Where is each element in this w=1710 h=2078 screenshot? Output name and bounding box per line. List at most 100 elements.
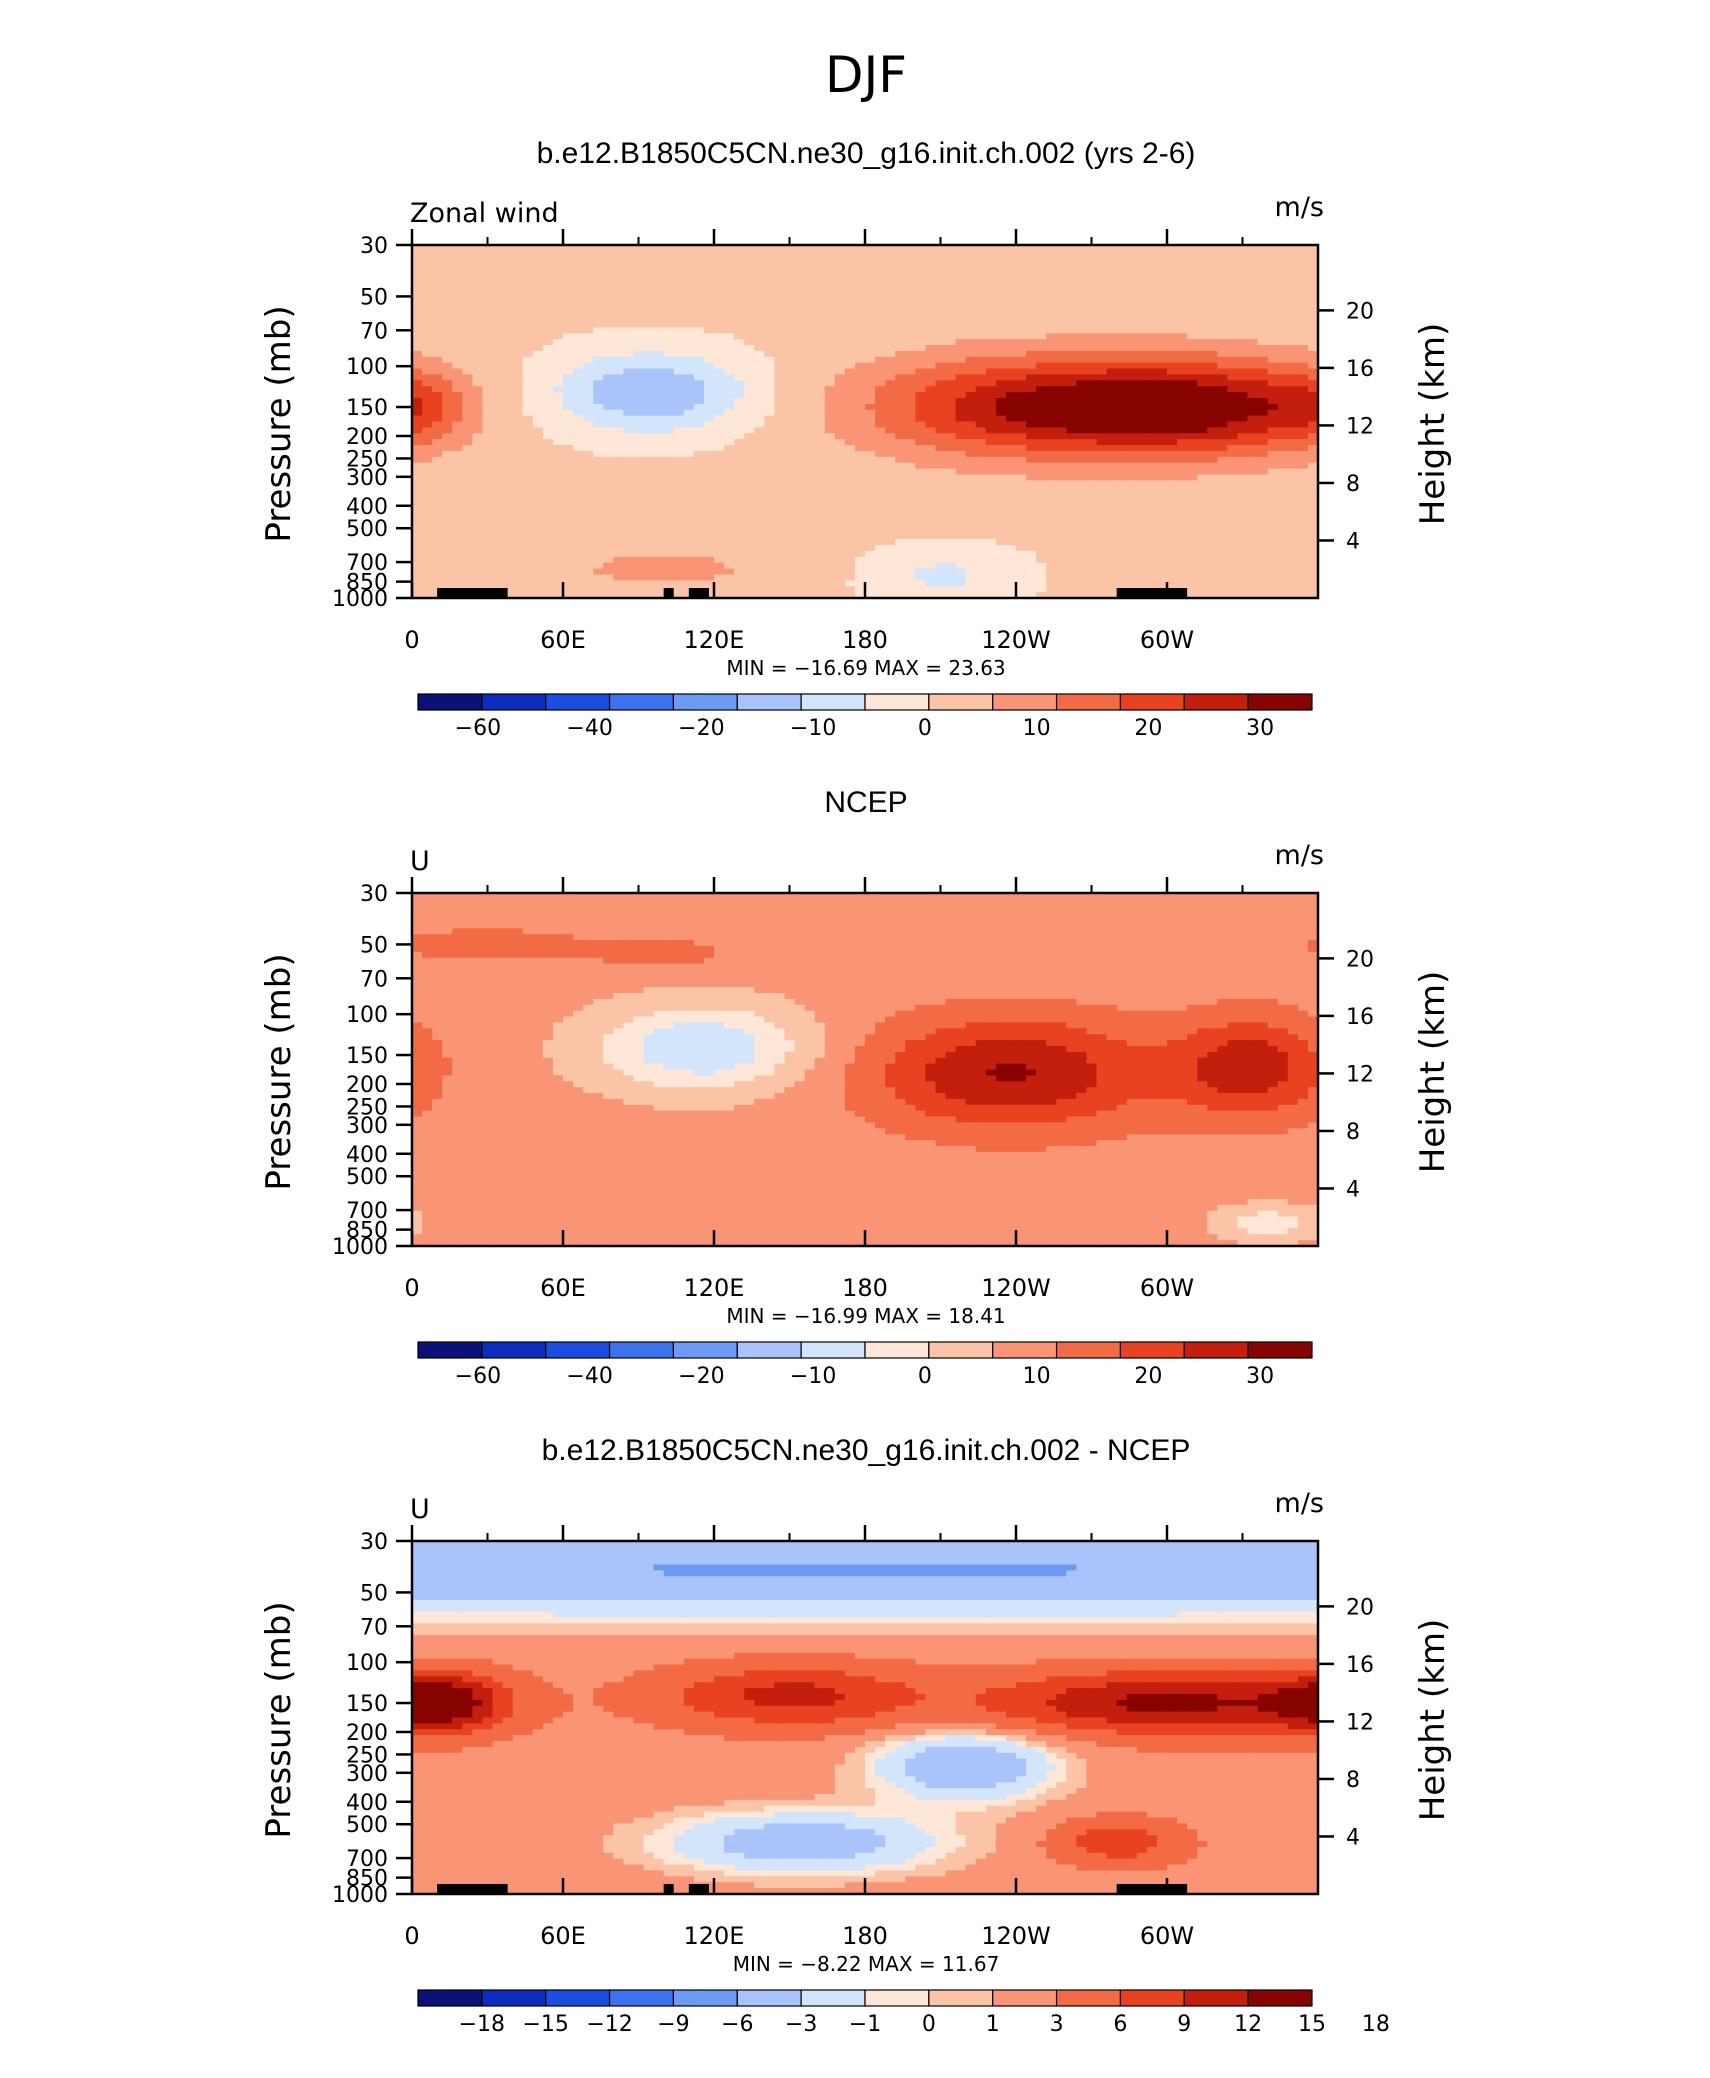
field-cell — [1217, 403, 1228, 411]
field-cell — [1005, 527, 1017, 534]
field-cell — [1056, 439, 1067, 446]
field-cell — [975, 427, 987, 434]
field-cell — [1277, 303, 1289, 311]
field-cell — [422, 556, 433, 564]
field-cell — [965, 297, 977, 305]
field-cell — [462, 345, 473, 352]
field-cell — [915, 509, 926, 517]
field-cell — [613, 480, 624, 487]
field-cell — [804, 356, 816, 364]
field-cell — [1187, 403, 1198, 411]
field-cell — [1257, 362, 1269, 370]
field-cell — [1177, 250, 1188, 258]
field-cell — [774, 456, 786, 464]
field-cell — [1046, 545, 1057, 552]
field-cell — [1257, 456, 1269, 464]
field-cell — [1076, 562, 1088, 570]
field-cell — [1267, 356, 1279, 364]
field-cell — [1167, 262, 1178, 270]
field-cell — [1016, 321, 1027, 328]
field-cell — [764, 509, 775, 517]
field-cell — [613, 515, 624, 523]
field-cell — [613, 562, 624, 570]
field-cell — [744, 433, 755, 440]
field-cell — [1207, 350, 1218, 358]
field-cell — [1076, 274, 1088, 281]
field-cell — [985, 403, 997, 411]
field-cell — [834, 350, 846, 358]
field-cell — [703, 533, 715, 540]
field-cell — [1187, 462, 1198, 470]
field-cell — [925, 274, 937, 281]
field-cell — [1026, 468, 1037, 476]
field-cell — [623, 450, 635, 458]
field-cell — [1287, 550, 1299, 558]
field-cell — [955, 339, 967, 346]
field-cell — [1086, 386, 1098, 393]
field-cell — [905, 550, 916, 558]
field-cell — [784, 397, 796, 405]
field-cell — [985, 339, 997, 346]
field-cell — [1005, 262, 1017, 270]
y-axis-title: Pressure (mb) — [259, 305, 299, 542]
field-cell — [552, 462, 564, 470]
field-cell — [1026, 250, 1037, 258]
field-cell — [1096, 280, 1108, 287]
field-cell — [1106, 303, 1118, 311]
field-cell — [915, 533, 926, 540]
field-cell — [955, 556, 967, 564]
field-cell — [834, 374, 846, 381]
field-cell — [1217, 492, 1228, 499]
field-cell — [905, 462, 916, 470]
field-cell — [462, 527, 473, 534]
field-cell — [663, 280, 675, 287]
field-cell — [1177, 462, 1188, 470]
field-cell — [683, 456, 695, 464]
field-cell — [784, 550, 796, 558]
field-cell — [1257, 303, 1269, 311]
field-cell — [452, 297, 463, 305]
field-cell — [573, 533, 584, 540]
field-cell — [955, 421, 967, 428]
field-cell — [1005, 362, 1017, 370]
field-cell — [1277, 297, 1289, 305]
field-cell — [1207, 333, 1218, 340]
field-cell — [1026, 433, 1037, 440]
field-cell — [1237, 333, 1249, 340]
field-cell — [1066, 527, 1077, 534]
field-cell — [814, 380, 826, 387]
field-cell — [522, 433, 534, 440]
field-cell — [784, 350, 796, 358]
field-cell — [1267, 309, 1279, 317]
field-cell — [522, 297, 534, 305]
field-cell — [945, 256, 957, 264]
field-cell — [442, 280, 453, 287]
field-cell — [573, 303, 584, 311]
field-cell — [895, 468, 906, 476]
field-cell — [633, 509, 645, 517]
field-cell — [623, 292, 635, 299]
field-cell — [593, 362, 604, 370]
field-cell — [1146, 480, 1158, 487]
field-cell — [1116, 497, 1128, 505]
field-cell — [895, 503, 906, 511]
field-cell — [1076, 350, 1088, 358]
field-cell — [945, 521, 957, 528]
field-cell — [593, 339, 604, 346]
field-cell — [482, 321, 494, 328]
field-cell — [1167, 409, 1178, 417]
field-cell — [965, 386, 977, 393]
field-cell — [703, 545, 715, 552]
field-cell — [542, 297, 554, 305]
field-cell — [1026, 350, 1037, 358]
field-cell — [1026, 262, 1037, 270]
field-cell — [985, 274, 997, 281]
field-cell — [462, 474, 473, 481]
field-cell — [724, 362, 735, 370]
field-cell — [945, 539, 957, 546]
field-cell — [1026, 309, 1037, 317]
field-cell — [1287, 409, 1299, 417]
field-cell — [573, 280, 584, 287]
field-cell — [714, 292, 725, 299]
field-cell — [1307, 492, 1319, 499]
